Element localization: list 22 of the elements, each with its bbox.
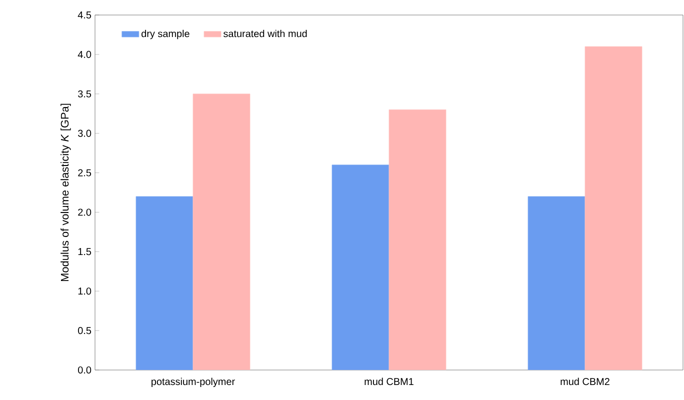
y-axis-title: Modulus of volume elasticity K [GPa] xyxy=(60,104,71,282)
y-tick-label: 0.0 xyxy=(78,366,92,374)
y-tick-label: 2.5 xyxy=(78,169,92,176)
x-tick-label: mud CBM2 xyxy=(560,378,610,386)
legend-label: saturated with mud xyxy=(224,30,307,38)
bar xyxy=(136,196,194,370)
y-tick-label: 4.0 xyxy=(78,50,92,58)
bar xyxy=(332,164,390,370)
bar xyxy=(192,94,250,370)
y-tick-label: 1.5 xyxy=(78,248,92,256)
y-tick-label: 0.5 xyxy=(78,327,92,334)
y-tick-label: 3.0 xyxy=(78,130,92,137)
bar xyxy=(388,109,446,370)
bar xyxy=(528,196,586,370)
y-tick-label: 1.0 xyxy=(78,288,92,295)
y-tick-label: 2.0 xyxy=(78,208,92,216)
legend-label: dry sample xyxy=(142,30,190,40)
bar xyxy=(584,46,642,370)
y-tick-label: 3.5 xyxy=(78,90,92,98)
y-tick-label: 4.5 xyxy=(78,12,92,18)
x-tick-label: potassium-polymer xyxy=(152,378,235,388)
x-tick-label: mud CBM1 xyxy=(364,378,414,386)
